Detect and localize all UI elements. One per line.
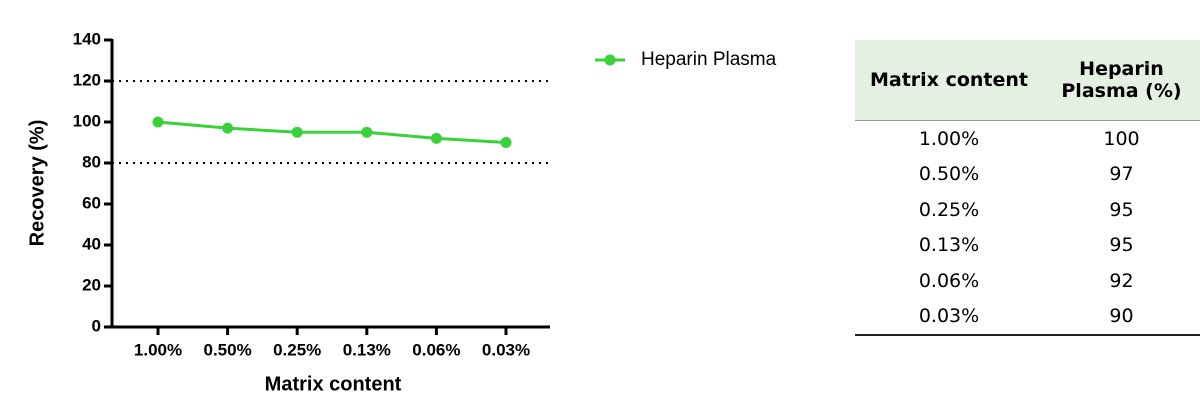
table-cell: 0.13% xyxy=(918,234,980,257)
x-tick-label: 0.50% xyxy=(203,340,251,359)
table-row: 0.50% 97 xyxy=(855,157,1200,193)
table-cell: 95 xyxy=(1109,234,1134,257)
chart: Matrix content Recovery (%) 0 20 40 60 80 100… xyxy=(26,29,777,395)
y-axis-label: Recovery (%) xyxy=(26,120,48,247)
table-cell: 1.00% xyxy=(918,127,980,150)
table-row: 1.00% 100 xyxy=(855,121,1200,157)
data-point xyxy=(500,137,512,148)
series-line xyxy=(157,120,507,144)
table-cell: 97 xyxy=(1109,163,1134,186)
data-point xyxy=(291,126,303,138)
table-cell: 0.06% xyxy=(918,269,980,292)
table-cell: 90 xyxy=(1042,298,1200,336)
x-tick-label: 0.03% xyxy=(482,340,530,359)
table-cell: 92 xyxy=(1109,269,1134,292)
x-tick-label: 1.00% xyxy=(134,340,182,359)
table-cell: 100 xyxy=(1103,127,1140,150)
y-tick-label: 40 xyxy=(82,234,101,253)
data-table: Matrix content Heparin Plasma (%) 1.00% 100… xyxy=(855,40,1200,336)
table-cell: 95 xyxy=(1109,198,1134,221)
data-point xyxy=(222,122,234,134)
x-axis-label: Matrix content xyxy=(265,373,402,395)
legend-marker xyxy=(604,54,616,66)
y-tick-label: 120 xyxy=(73,70,101,89)
header-cell: Matrix content xyxy=(855,40,1043,121)
header-row: Matrix content Heparin Plasma (%) xyxy=(855,40,1200,121)
header-cell: Heparin Plasma (%) xyxy=(1042,40,1200,121)
y-tick-label: 0 xyxy=(92,316,101,335)
y-tick-label: 80 xyxy=(82,152,101,171)
y-tick-label: 140 xyxy=(73,29,101,48)
table-row: 0.06% 92 xyxy=(855,263,1200,299)
y-tick-label: 20 xyxy=(82,275,101,294)
x-tick-label: 0.25% xyxy=(273,340,321,359)
table-row: 0.03% 90 xyxy=(855,298,1200,336)
x-tick-label: 0.13% xyxy=(343,340,391,359)
table-row: 0.13% 95 xyxy=(855,228,1200,264)
y-tick-label: 60 xyxy=(82,193,101,212)
table-cell: 0.25% xyxy=(918,198,980,221)
data-point xyxy=(361,126,373,138)
data-point xyxy=(430,132,442,144)
table-cell: 0.03% xyxy=(855,298,1043,336)
table-row: 0.25% 95 xyxy=(855,192,1200,228)
table-cell: 0.50% xyxy=(918,163,980,186)
legend-label: Heparin Plasma xyxy=(641,49,777,70)
x-tick-label: 0.06% xyxy=(412,340,460,359)
data-point xyxy=(152,116,164,128)
y-tick-label: 100 xyxy=(73,111,101,130)
